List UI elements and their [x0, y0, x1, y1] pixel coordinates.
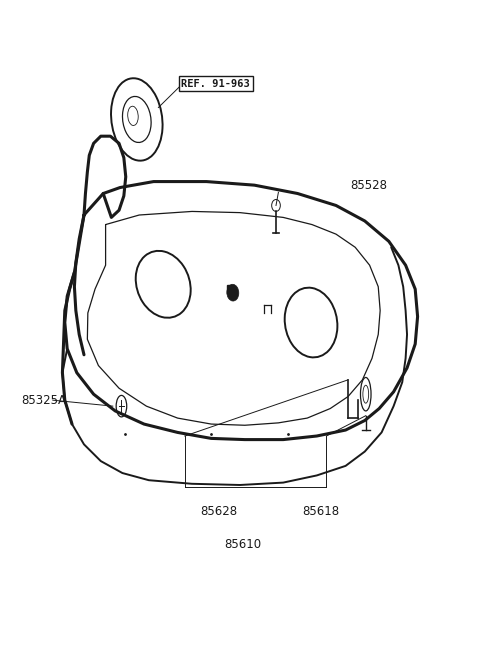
Text: REF. 91-963: REF. 91-963	[181, 79, 250, 89]
Text: 85325A: 85325A	[22, 394, 67, 407]
Text: 85618: 85618	[302, 505, 339, 518]
Ellipse shape	[227, 284, 239, 301]
Text: 85628: 85628	[200, 505, 237, 518]
Text: 85528: 85528	[350, 179, 387, 192]
Ellipse shape	[360, 378, 371, 411]
Ellipse shape	[272, 200, 280, 212]
Text: 85610: 85610	[224, 537, 261, 551]
